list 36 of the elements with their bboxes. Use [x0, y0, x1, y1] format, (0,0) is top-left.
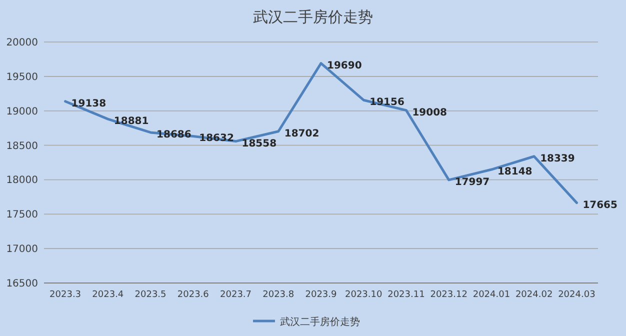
data-label: 18881	[114, 116, 149, 128]
x-tick-label: 2023.8	[262, 290, 294, 300]
x-tick-label: 2023.9	[305, 290, 338, 300]
data-label: 18339	[540, 153, 575, 164]
legend-label: 武汉二手房价走势	[280, 316, 360, 328]
x-tick-label: 2023.5	[134, 290, 166, 300]
x-tick-label: 2024.03	[558, 290, 596, 300]
y-tick-label: 19500	[6, 72, 38, 83]
y-tick-label: 16500	[6, 278, 38, 290]
y-tick-label: 19000	[6, 106, 38, 118]
x-tick-label: 2023.6	[177, 290, 210, 300]
data-label: 18632	[199, 133, 234, 144]
data-label: 19008	[412, 107, 448, 118]
x-tick-label: 2024.01	[472, 290, 510, 300]
y-tick-label: 20000	[6, 38, 38, 48]
data-label: 18686	[156, 129, 192, 140]
data-label: 19690	[327, 60, 362, 72]
data-label: 18558	[242, 138, 277, 150]
x-tick-label: 2023.10	[345, 290, 382, 300]
x-tick-label: 2023.7	[220, 290, 252, 300]
line-series	[64, 62, 578, 204]
chart-title: 武汉二手房价走势	[253, 8, 373, 26]
data-label: 18702	[284, 128, 320, 140]
y-tick-label: 17500	[6, 210, 38, 221]
data-label: 18148	[497, 166, 532, 178]
y-tick-label: 18000	[6, 175, 38, 186]
data-label: 19138	[71, 98, 106, 110]
y-tick-label: 17000	[6, 244, 38, 256]
x-tick-label: 2024.02	[515, 290, 553, 300]
x-tick-label: 2023.4	[92, 290, 124, 300]
data-label: 17997	[454, 176, 490, 188]
x-tick-label: 2023.3	[50, 290, 82, 300]
y-tick-label: 18500	[6, 140, 38, 152]
x-tick-label: 2023.11	[388, 290, 425, 300]
x-tick-label: 2023.12	[430, 290, 468, 300]
data-label: 17665	[582, 200, 618, 211]
